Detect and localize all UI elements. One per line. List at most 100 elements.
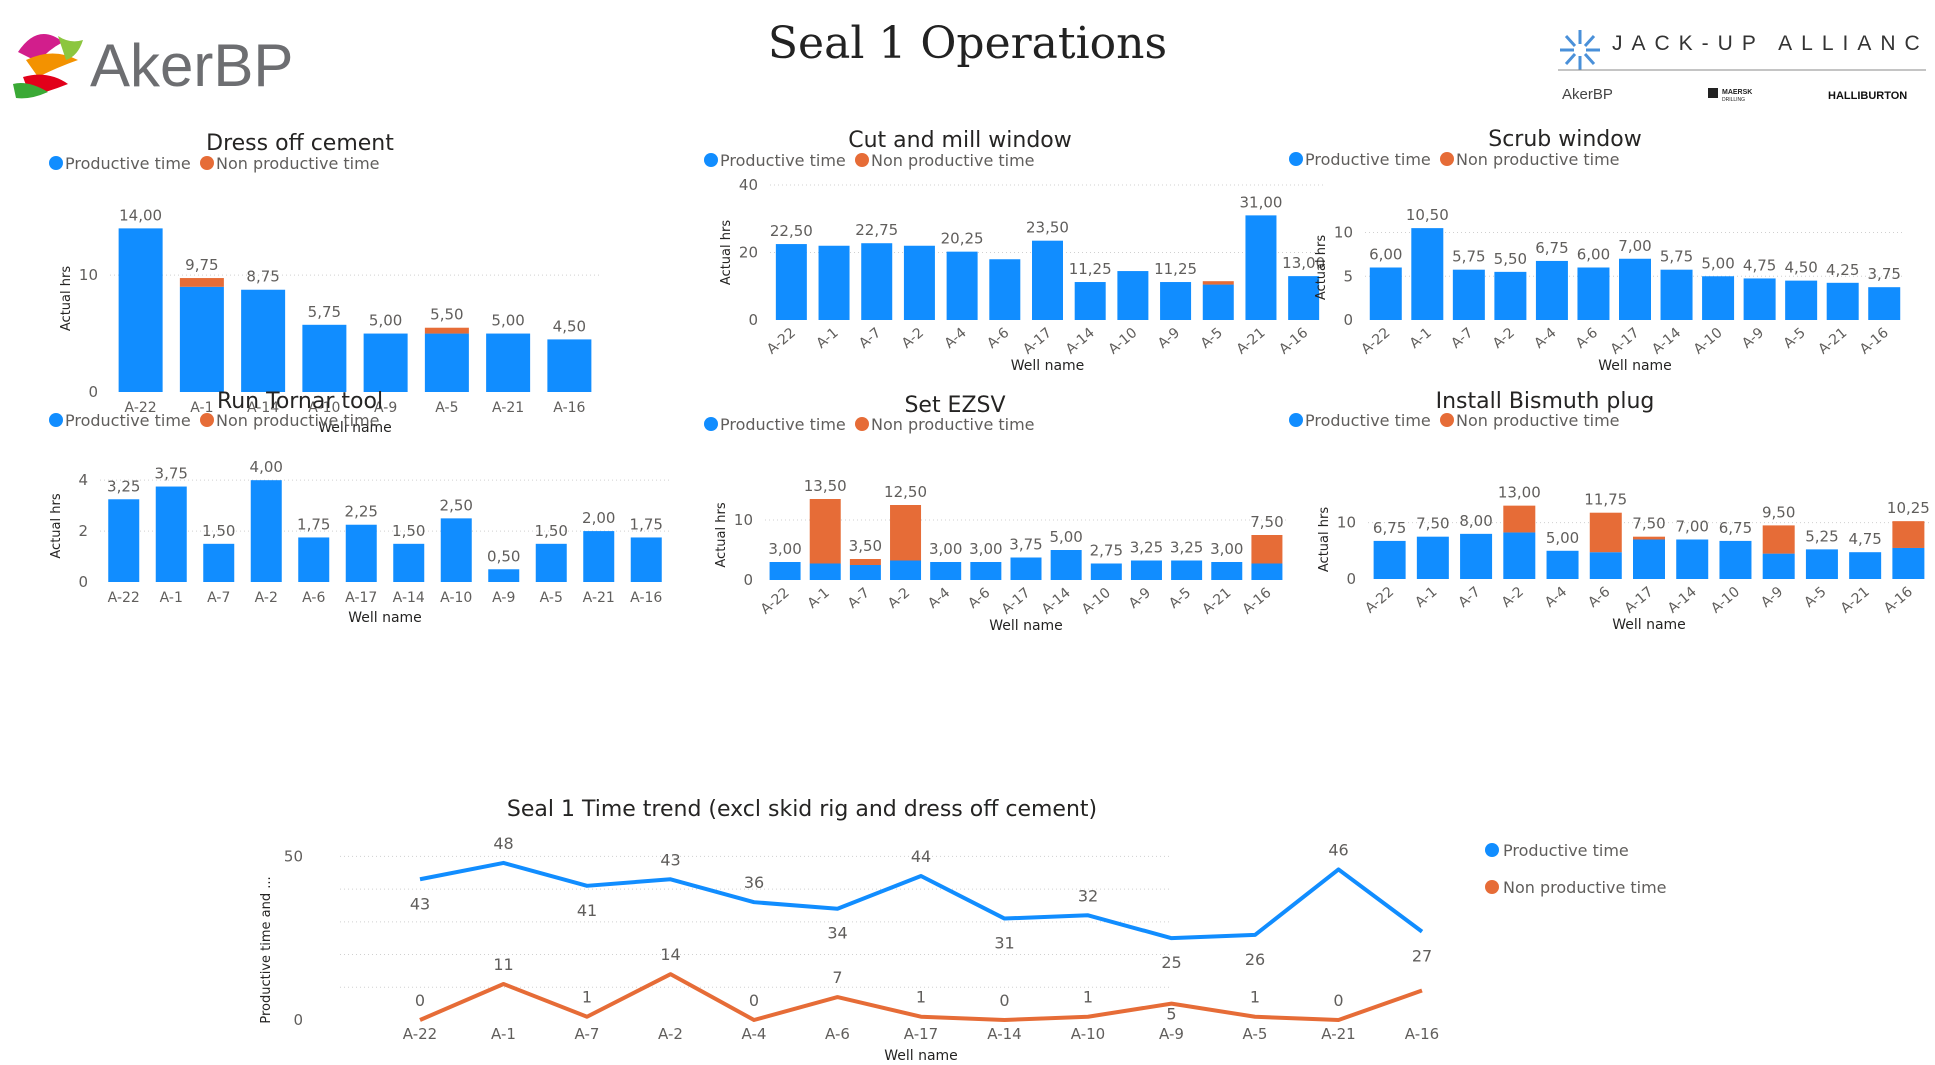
bar-productive [1805, 549, 1838, 579]
x-tick-label: A-1 [814, 325, 842, 352]
bar-productive [250, 480, 282, 582]
x-tick-label: A-21 [1838, 584, 1873, 617]
bar-productive [1633, 539, 1665, 579]
bar-productive [818, 245, 850, 320]
line-nonproductive [419, 972, 1423, 1022]
data-label: 5,25 [1805, 527, 1838, 545]
y-tick-label: 50 [284, 847, 303, 865]
chart-time-trend: Seal 1 Time trend (excl skid rig and dre… [259, 797, 1667, 1064]
data-label-nonproductive: 0 [415, 991, 425, 1010]
data-label: 5,00 [1701, 254, 1734, 272]
bar-nonproductive [1202, 281, 1234, 285]
x-tick-label: A-17 [999, 585, 1034, 618]
bar-productive [775, 244, 807, 320]
x-tick-label: A-1 [160, 590, 183, 606]
bar-productive [155, 486, 187, 582]
data-label-productive: 27 [1412, 947, 1432, 966]
x-tick-label: A-10 [1079, 585, 1114, 618]
x-tick-label: A-21 [1234, 325, 1269, 358]
chart-scrub-window: Scrub window Productive time Non productiv… [1289, 127, 1905, 374]
x-tick-label: A-10 [1708, 584, 1743, 617]
data-label: 31,00 [1239, 193, 1282, 211]
bar-productive [861, 243, 893, 320]
data-label: 4,75 [1743, 256, 1776, 274]
data-label: 5,75 [1452, 248, 1485, 266]
x-tick-label: A-4 [925, 585, 953, 612]
data-label: 3,00 [969, 540, 1002, 558]
legend-label-nonproductive: Non productive time [1456, 411, 1620, 430]
legend-label-nonproductive: Non productive time [216, 411, 380, 430]
bar-productive [630, 537, 662, 582]
bar-productive [903, 245, 935, 320]
bar-productive [583, 531, 615, 582]
data-label: 13,00 [1282, 254, 1325, 272]
legend-marker-productive [1485, 843, 1499, 857]
x-tick-label: A-5 [1166, 585, 1194, 612]
legend-marker-nonproductive [855, 417, 869, 431]
svg-text:MAERSK: MAERSK [1722, 89, 1752, 96]
data-label: 6,75 [1373, 519, 1406, 537]
x-tick-label: A-21 [1321, 1025, 1355, 1043]
x-tick-label: A-2 [1499, 584, 1527, 611]
data-label-nonproductive: 1 [582, 988, 592, 1007]
bar-productive [1892, 547, 1925, 579]
data-label: 4,75 [1848, 530, 1881, 548]
bar-productive [849, 565, 881, 580]
data-label: 2,75 [1090, 542, 1123, 560]
x-tick-label: A-17 [904, 1025, 938, 1043]
y-tick-label: 2 [78, 522, 88, 540]
data-label: 5,00 [1546, 529, 1579, 547]
x-axis-label: Well name [1011, 358, 1085, 374]
x-tick-label: A-9 [1159, 1025, 1184, 1043]
bar-productive [1171, 560, 1203, 580]
legend-label-productive: Productive time [720, 151, 846, 170]
x-tick-label: A-21 [1815, 325, 1850, 358]
chart-install-bismuth-plug: Install Bismuth plug Productive time Non p… [1289, 389, 1930, 633]
bar-nonproductive [890, 505, 922, 561]
y-tick-label: 0 [78, 573, 88, 591]
bar-productive [890, 560, 922, 580]
x-tick-label: A-2 [255, 590, 278, 606]
data-label-nonproductive: 1 [1250, 988, 1260, 1007]
x-tick-label: A-6 [984, 325, 1012, 352]
x-tick-label: A-2 [885, 585, 913, 612]
legend-marker-productive [704, 153, 718, 167]
y-axis-label: Actual hrs [719, 220, 734, 285]
bar-productive [1369, 267, 1402, 320]
bar-productive [1494, 271, 1527, 320]
x-axis-label: Well name [884, 1048, 958, 1064]
bar-productive [989, 259, 1021, 320]
x-tick-label: A-16 [553, 400, 585, 416]
data-label: 0,50 [487, 547, 520, 565]
y-tick-label: 0 [743, 571, 753, 589]
bar-nonproductive [1892, 521, 1925, 548]
x-tick-label: A-21 [492, 400, 524, 416]
data-label: 22,50 [770, 222, 813, 240]
bar-productive [118, 228, 163, 392]
svg-text:DRILLING: DRILLING [1722, 97, 1745, 103]
bar-productive [302, 324, 347, 392]
x-tick-label: A-14 [1665, 584, 1700, 617]
data-label: 4,50 [553, 317, 586, 335]
x-tick-label: A-7 [845, 585, 873, 612]
x-tick-label: A-5 [435, 400, 458, 416]
data-label-productive: 36 [744, 873, 764, 892]
data-label: 14,00 [119, 206, 162, 224]
bar-productive [970, 562, 1002, 580]
data-label: 2,25 [345, 503, 378, 521]
svg-text:HALLIBURTON: HALLIBURTON [1828, 90, 1907, 102]
bar-productive [1373, 540, 1406, 579]
y-tick-label: 0 [1346, 570, 1356, 588]
data-label-nonproductive: 1 [1083, 988, 1093, 1007]
data-label: 5,75 [1660, 248, 1693, 266]
x-tick-label: A-7 [1456, 584, 1484, 611]
x-tick-label: A-7 [856, 325, 884, 352]
data-label: 7,00 [1676, 518, 1709, 536]
bar-productive [1503, 532, 1536, 579]
data-label: 6,00 [1577, 246, 1610, 264]
data-label: 7,50 [1250, 513, 1283, 531]
bar-productive [1245, 215, 1277, 320]
bar-productive [424, 333, 469, 392]
bar-productive [535, 543, 567, 582]
y-tick-label: 10 [79, 266, 98, 284]
